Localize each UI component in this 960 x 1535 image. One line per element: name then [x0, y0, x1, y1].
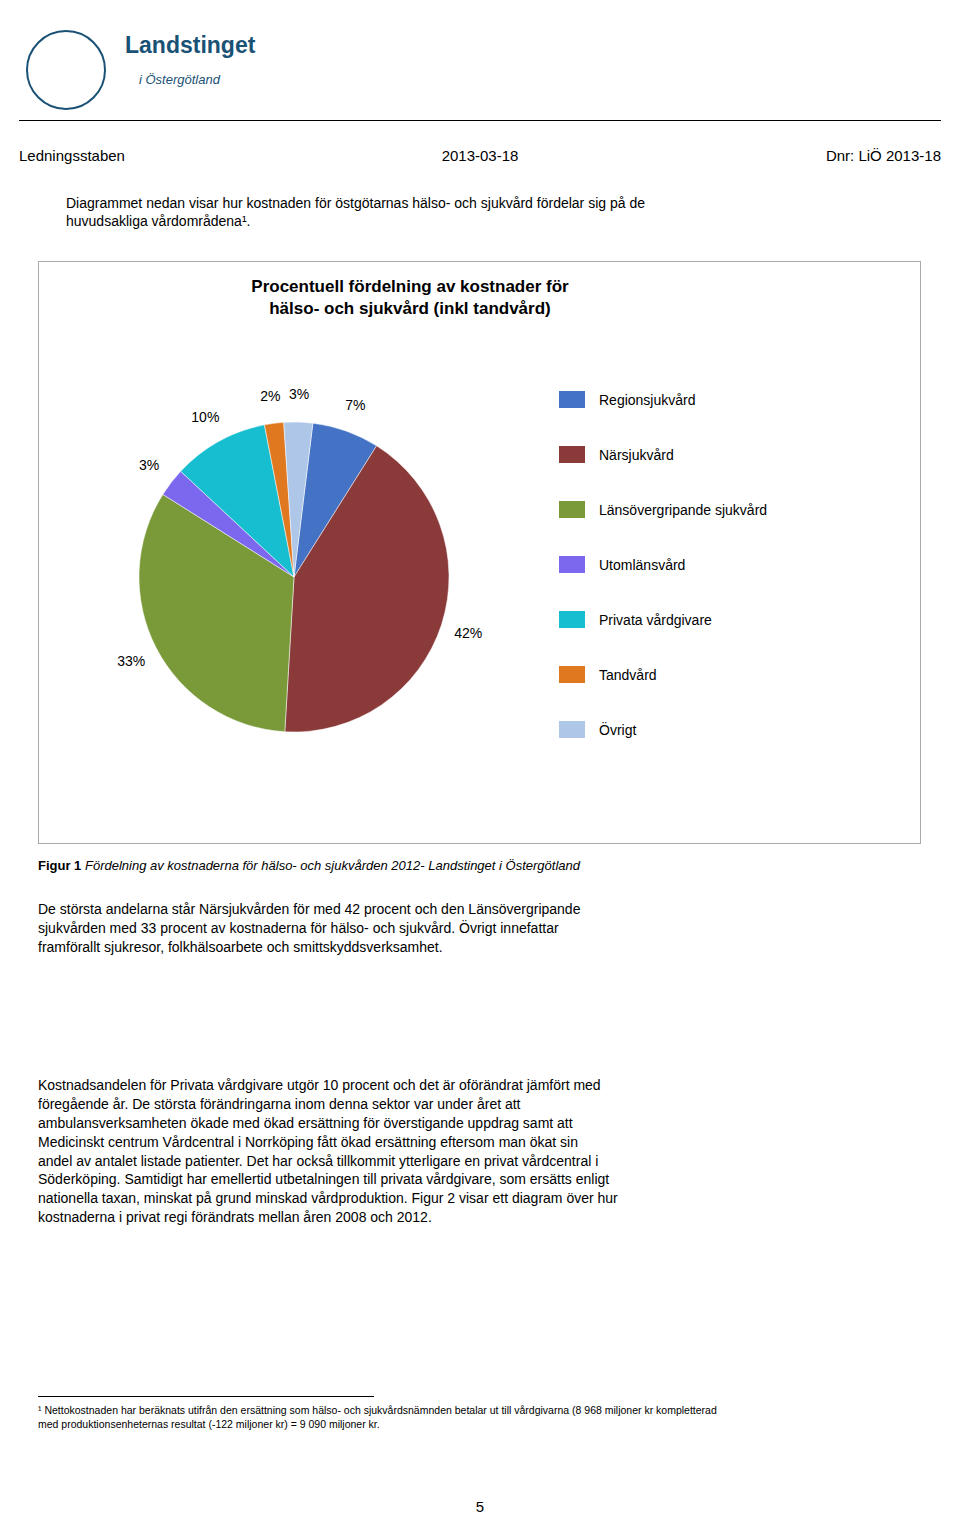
- html-text:2013-03-18: 2013-03-18: [441, 147, 519, 164]
- svg-text:3%: 3%: [289, 386, 309, 402]
- html-text:hälso- och sjukvård (inkl tand: hälso- och sjukvård (inkl tandvård): [269, 299, 551, 319]
- html-text:Dnr: LiÖ 2013-18: Dnr: LiÖ 2013-18: [825, 147, 941, 164]
- html-text:Privata vårdgivare: Privata vårdgivare: [599, 611, 712, 628]
- html-text:Övrigt: Övrigt: [599, 721, 637, 738]
- html-text:Regionsjukvård: Regionsjukvård: [599, 391, 696, 408]
- html-text:Tandvård: Tandvård: [599, 666, 657, 683]
- html-text:Landstinget: Landstinget: [125, 32, 256, 58]
- html-text:Utomlänsvård: Utomlänsvård: [599, 556, 686, 573]
- svg-text:2%: 2%: [260, 388, 280, 404]
- html-text:Procentuell fördelning av kost: Procentuell fördelning av kostnader för: [251, 277, 569, 296]
- html-text:¹ Nettokostnaden har beräknats: ¹ Nettokostnaden har beräknats utifrån d…: [38, 1404, 717, 1431]
- svg-text:42%: 42%: [454, 625, 482, 641]
- html-text:i Östergötland: i Östergötland: [139, 72, 220, 87]
- html-text:Närsjukvård: Närsjukvård: [599, 446, 674, 463]
- html-text:Kostnadsandelen för Privata vå: Kostnadsandelen för Privata vårdgivare u…: [38, 1077, 618, 1226]
- svg-text:3%: 3%: [139, 457, 159, 473]
- svg-text:33%: 33%: [117, 653, 145, 669]
- html-text:5: 5: [475, 1498, 485, 1515]
- html-text:Figur 1 Fördelning av kostnade: Figur 1 Fördelning av kostnaderna för hä…: [38, 858, 580, 873]
- html-text:De största andelarna står Närs: De största andelarna står Närsjukvården …: [38, 901, 581, 955]
- html-text:Länsövergripande sjukvård: Länsövergripande sjukvård: [599, 501, 768, 518]
- html-text:Diagrammet nedan visar hur kos: Diagrammet nedan visar hur kostnaden för…: [66, 195, 645, 230]
- svg-text:7%: 7%: [345, 397, 365, 413]
- html-text:Ledningsstaben: Ledningsstaben: [19, 147, 125, 164]
- svg-text:10%: 10%: [191, 409, 219, 425]
